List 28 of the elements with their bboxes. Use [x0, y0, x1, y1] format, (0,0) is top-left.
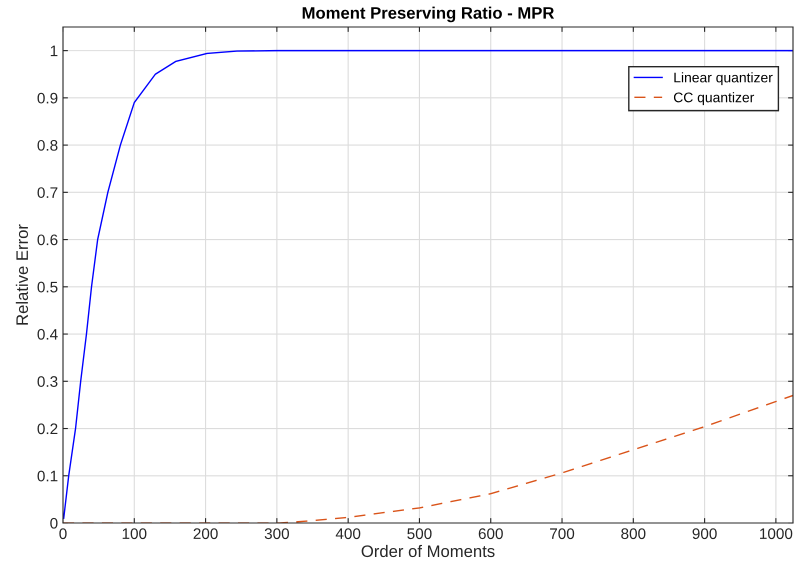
y-tick-label: 0.8: [38, 140, 58, 151]
x-tick-label: 400: [336, 528, 360, 540]
line-series: [63, 50, 793, 519]
y-tick-label: 0.6: [38, 234, 58, 246]
x-tick-label: 1000: [760, 528, 792, 540]
x-tick-label: 200: [194, 528, 218, 540]
x-tick-label: 900: [692, 528, 717, 540]
legend-label: Linear quantizer: [674, 72, 773, 86]
x-axis-title: Order of Moments: [362, 544, 495, 558]
y-tick-label: 0: [50, 518, 58, 529]
x-tick-label: 500: [407, 528, 432, 540]
y-tick-label: 0.7: [38, 187, 58, 198]
y-tick-label: 0.2: [38, 423, 58, 434]
y-tick-label: 0.1: [38, 470, 58, 482]
y-tick-label: 0.5: [38, 282, 58, 292]
x-tick-label: 600: [478, 528, 503, 540]
x-tick-label: 0: [59, 528, 67, 540]
y-tick-label: 0.3: [38, 376, 58, 387]
y-tick-label: 1: [50, 46, 58, 56]
x-tick-label: 800: [621, 528, 646, 540]
y-axis-title: Relative Error: [16, 224, 28, 325]
x-tick-label: 300: [264, 528, 290, 540]
x-tick-label: 100: [122, 528, 146, 540]
y-tick-label: 0.4: [38, 328, 58, 340]
chart-title: Moment Preserving Ratio - MPR: [302, 6, 554, 22]
legend-label: CC quantizer: [674, 92, 754, 106]
x-tick-label: 700: [550, 528, 574, 540]
y-tick-label: 0.9: [38, 92, 58, 104]
